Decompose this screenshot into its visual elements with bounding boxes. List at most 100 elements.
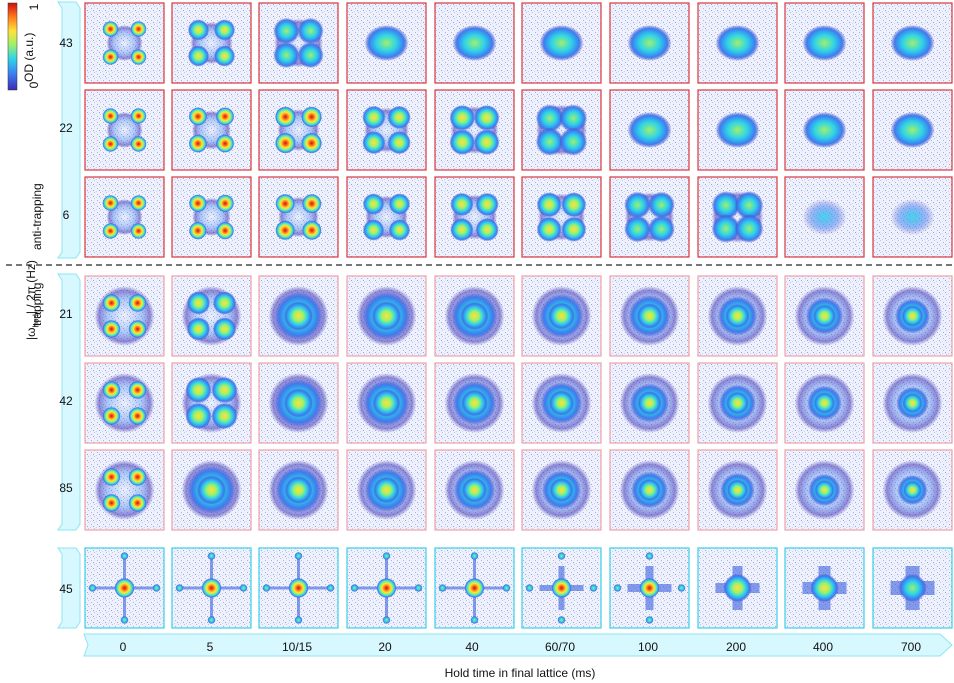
- side-peak: [645, 552, 654, 560]
- peak: [212, 317, 237, 341]
- peak: [362, 131, 386, 155]
- peak: [102, 468, 121, 486]
- panel-r85-t100: [609, 449, 690, 531]
- peak: [102, 195, 119, 211]
- peak: [536, 216, 562, 242]
- side-peak: [262, 584, 271, 592]
- side-peak: [557, 552, 566, 560]
- peak: [102, 407, 121, 425]
- panel-r43-t0: [84, 2, 165, 84]
- peak: [214, 45, 236, 67]
- row-label-42: 42: [59, 394, 73, 408]
- group-label-trapping: trapping: [30, 282, 44, 326]
- peak: [535, 127, 564, 156]
- panel-r22-t700: [872, 89, 953, 171]
- central-peak: [551, 578, 572, 598]
- panel-r6-t0: [84, 176, 165, 258]
- central-peak: [723, 574, 752, 602]
- peak: [449, 105, 476, 131]
- row-label-bands: [57, 1, 81, 629]
- panel-r6-t20: [346, 176, 427, 258]
- cloud: [802, 199, 847, 235]
- panel-r43-t40: [434, 2, 515, 84]
- peak: [128, 494, 147, 512]
- side-peak: [152, 584, 161, 592]
- panel-r21-t400: [784, 275, 865, 357]
- peak: [297, 42, 324, 69]
- peak: [273, 42, 300, 69]
- side-peak: [645, 616, 654, 624]
- panel-frame: [697, 176, 778, 258]
- colorbar: [7, 2, 18, 91]
- peak: [215, 107, 235, 126]
- peak: [624, 191, 651, 219]
- central-peak: [288, 578, 309, 598]
- panel-r43-t100: [609, 2, 690, 84]
- peak: [473, 105, 500, 131]
- peak: [102, 494, 121, 512]
- row-label-6: 6: [62, 208, 70, 222]
- panel-r22-t10-15: [258, 89, 339, 171]
- side-peak: [414, 584, 423, 592]
- col-label-60-70: 60/70: [544, 640, 576, 654]
- peak: [128, 320, 147, 338]
- peak: [185, 402, 212, 430]
- col-label-400: 400: [812, 640, 834, 654]
- panel-r42-t40: [434, 362, 515, 444]
- peak: [449, 129, 476, 155]
- panel-r85-t60-70: [521, 449, 602, 531]
- peak: [302, 193, 322, 214]
- panel-r42-t10-15: [258, 362, 339, 444]
- panel-r21-t10-15: [258, 275, 339, 357]
- central-peak: [810, 574, 839, 602]
- cloud: [890, 199, 935, 235]
- peak: [128, 381, 147, 399]
- peak: [450, 218, 474, 242]
- peak: [102, 136, 119, 152]
- central-peak: [201, 578, 222, 598]
- panel-r22-t100: [609, 89, 690, 171]
- side-peak: [120, 552, 129, 560]
- peak: [130, 49, 147, 65]
- cloud: [627, 112, 672, 148]
- colorbar-title: OD (a.u.): [22, 32, 36, 82]
- panel-r43-t60-70: [521, 2, 602, 84]
- peak: [214, 19, 236, 41]
- peak: [185, 376, 212, 404]
- peak: [450, 192, 474, 216]
- side-peak: [525, 584, 534, 592]
- x-axis-title: Hold time in final lattice (ms): [444, 666, 596, 680]
- peak: [273, 17, 300, 44]
- side-peak: [557, 616, 566, 624]
- panel-r6-t200: [697, 176, 778, 258]
- panel-r21-t200: [697, 275, 778, 357]
- peak: [128, 294, 147, 312]
- side-peak: [326, 584, 335, 592]
- peak: [561, 216, 587, 242]
- panel-r45-t100: [609, 547, 690, 629]
- side-peak: [382, 616, 391, 624]
- col-label-200: 200: [725, 640, 747, 654]
- panel-r45-t60-70: [521, 547, 602, 629]
- peak: [362, 193, 385, 215]
- peak: [475, 192, 499, 216]
- panel-r22-t40: [434, 89, 515, 171]
- peak: [388, 193, 411, 215]
- anti-trapping-band: [57, 1, 81, 259]
- peak: [212, 291, 237, 315]
- peak: [102, 108, 119, 124]
- panel-r22-t200: [697, 89, 778, 171]
- side-peak: [382, 552, 391, 560]
- side-peak: [294, 552, 303, 560]
- side-peak: [589, 584, 598, 592]
- panel-r6-t40: [434, 176, 515, 258]
- side-peak: [294, 616, 303, 624]
- peak: [302, 220, 322, 241]
- row-label-43: 43: [59, 36, 73, 50]
- panel-r43-t200: [697, 2, 778, 84]
- peak: [711, 214, 741, 243]
- central-peak: [464, 578, 485, 598]
- peak: [387, 131, 411, 155]
- peak: [130, 223, 147, 239]
- peak: [275, 132, 296, 154]
